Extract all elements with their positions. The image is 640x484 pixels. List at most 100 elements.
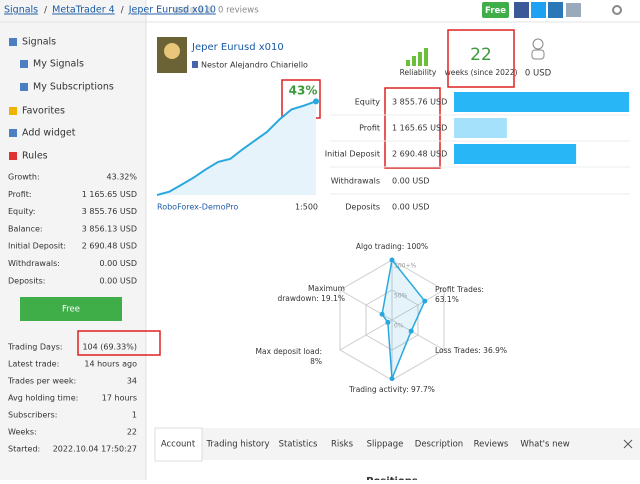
radar-point <box>422 298 428 304</box>
tab[interactable]: Reviews <box>474 440 509 450</box>
highlight-box <box>447 29 515 88</box>
reviews: 0 reviews <box>218 6 259 16</box>
tab[interactable]: Slippage <box>367 440 404 450</box>
leverage: 1:500 <box>295 203 318 212</box>
tab[interactable]: Account <box>161 440 196 450</box>
stat-value: 22 <box>127 428 137 437</box>
radar-point <box>389 257 395 263</box>
menu-item[interactable]: My Subscriptions <box>33 82 114 93</box>
balance-bar <box>454 92 629 112</box>
menu-item[interactable]: Favorites <box>22 106 65 117</box>
radar-label: 63.1% <box>435 295 459 304</box>
tab[interactable]: Statistics <box>279 440 318 450</box>
twitter-icon[interactable] <box>531 2 546 18</box>
highlight-box <box>77 330 161 356</box>
balance-name: Withdrawals <box>331 177 380 186</box>
growth-label: 43% <box>289 84 318 98</box>
price: 0 USD <box>525 69 552 79</box>
breadcrumb-separator: / <box>121 6 124 16</box>
balance-value: 0.00 USD <box>392 203 429 212</box>
stat-value: 1 165.65 USD <box>82 190 137 199</box>
flag-icon <box>192 61 198 68</box>
breadcrumb-link[interactable]: MetaTrader 4 <box>52 5 115 16</box>
sidebar-free-label[interactable]: Free <box>62 305 80 315</box>
growth-area <box>157 101 316 195</box>
stat-label: Avg holding time: <box>8 394 78 403</box>
growth-line <box>156 100 317 196</box>
weeks-label: weeks (since 2022) <box>445 68 518 77</box>
subscribers-icon <box>532 38 544 50</box>
facebook-icon[interactable] <box>514 2 529 18</box>
tab[interactable]: Description <box>415 440 463 450</box>
balance-value: 1 165.65 USD <box>392 124 447 133</box>
radar-label: Max deposit load: <box>256 347 323 356</box>
menu-icon <box>20 60 28 68</box>
balance-name: Deposits <box>345 203 380 212</box>
signal-title[interactable]: Jeper Eurusd x010 <box>191 42 284 53</box>
weeks-value: 22 <box>470 45 492 65</box>
tab[interactable]: Trading history <box>205 440 269 450</box>
stat-value: 17 hours <box>102 394 137 403</box>
vk-icon[interactable] <box>548 2 563 18</box>
breadcrumb-link[interactable]: Signals <box>4 5 38 16</box>
free-label[interactable]: Free <box>485 6 506 16</box>
sidebar-free-button[interactable] <box>20 297 122 321</box>
reliability-label: Reliability <box>400 68 437 77</box>
menu-icon <box>9 38 17 46</box>
stat-value: 43.32% <box>106 173 137 182</box>
stat-label: Equity: <box>8 207 35 216</box>
active-tab[interactable] <box>154 427 203 462</box>
radar-axis <box>391 319 445 351</box>
avatar-face <box>164 43 180 59</box>
stat-value: 104 (69.33%) <box>82 343 137 352</box>
stat-label: Started: <box>8 445 40 454</box>
sidebar-bg <box>0 0 146 480</box>
radar-label: drawdown: 19.1% <box>277 294 345 303</box>
free-button[interactable] <box>482 2 509 18</box>
stat-label: Subscribers: <box>8 411 57 420</box>
menu-item[interactable]: Add widget <box>22 128 76 139</box>
radar-label: 8% <box>310 357 322 366</box>
stat-value: 0.00 USD <box>100 259 137 268</box>
radar-point <box>385 319 391 325</box>
breadcrumb-separator: / <box>44 6 47 16</box>
menu-item[interactable]: Rules <box>22 151 48 162</box>
tabs-menu-icon[interactable] <box>623 439 633 449</box>
stat-value: 2022.10.04 17:50:27 <box>53 445 137 454</box>
stat-value: 0.00 USD <box>100 276 137 285</box>
settings-icon[interactable] <box>612 5 622 15</box>
stat-value: 3 856.13 USD <box>82 224 137 233</box>
balance-name: Initial Deposit <box>325 150 380 159</box>
share-icon[interactable] <box>566 3 581 17</box>
tabs-bg <box>155 428 640 460</box>
menu-icon <box>9 129 17 137</box>
tab[interactable]: Risks <box>331 440 354 450</box>
stat-label: Trades per week: <box>7 377 76 386</box>
balance-value: 2 690.48 USD <box>392 150 447 159</box>
menu-item[interactable]: Signals <box>22 37 56 48</box>
stat-label: Profit: <box>8 190 32 199</box>
radar-tick: 100+% <box>394 263 416 270</box>
stat-label: Initial Deposit: <box>8 242 66 251</box>
balance-value: 0.00 USD <box>392 177 429 186</box>
stat-value: 14 hours ago <box>84 360 137 369</box>
stat-label: Growth: <box>8 173 40 182</box>
radar-label: Algo trading: 100% <box>356 242 428 251</box>
radar-point <box>389 376 395 382</box>
radar-label: Trading activity: 97.7% <box>348 385 435 394</box>
stat-label: Deposits: <box>8 276 45 285</box>
author[interactable]: Nestor Alejandro Chiariello <box>201 61 308 70</box>
menu-icon <box>9 107 17 115</box>
tab[interactable]: What's new <box>520 440 569 450</box>
radar-point <box>379 311 385 317</box>
menu-icon <box>20 83 28 91</box>
menu-item[interactable]: My Signals <box>33 59 84 70</box>
radar-label: Maximum <box>308 284 345 293</box>
stat-label: Trading Days: <box>7 343 63 352</box>
balance-bar <box>454 144 577 164</box>
stat-value: 34 <box>127 377 137 386</box>
radar-axis <box>391 289 445 321</box>
breadcrumb-link[interactable]: Jeper Eurusd x010 <box>128 5 216 16</box>
server[interactable]: RoboForex-DemoPro <box>157 203 238 212</box>
